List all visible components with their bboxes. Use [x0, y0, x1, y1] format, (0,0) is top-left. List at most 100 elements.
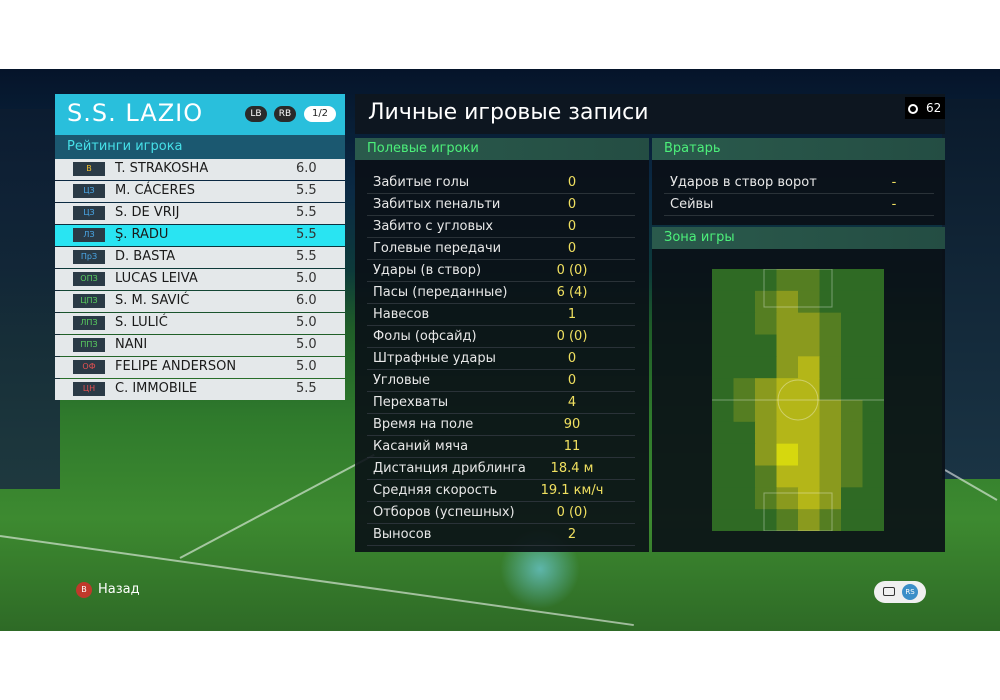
- player-rating: 5.5: [296, 381, 317, 396]
- heatmap-cell: [819, 509, 842, 531]
- center-circle: [777, 379, 819, 421]
- field-stats-list: Забитые голы 0 Забитых пенальти 0 Забито с у…: [367, 172, 635, 546]
- stat-value: 0 (0): [556, 329, 588, 344]
- heatmap-cell: [862, 443, 884, 466]
- heatmap-cell: [776, 269, 799, 292]
- heatmap-cell: [755, 334, 777, 357]
- heatmap-cell: [712, 378, 734, 401]
- heatmap-cell: [819, 400, 842, 423]
- stat-value: 0: [567, 241, 577, 256]
- player-row[interactable]: ЦЗ M. CÁCERES 5.5: [55, 181, 345, 202]
- stat-label: Дистанция дриблинга: [373, 461, 526, 476]
- stat-label: Забитых пенальти: [373, 197, 501, 212]
- player-row[interactable]: ЛЗ Ş. RADU 5.5: [55, 225, 345, 246]
- heatmap-cell: [776, 290, 799, 314]
- heatmap-cell: [776, 400, 799, 423]
- player-row[interactable]: ОФ FELIPE ANDERSON 5.0: [55, 357, 345, 378]
- heatmap-cell: [776, 421, 799, 445]
- stat-value: -: [891, 175, 897, 190]
- stat-label: Время на поле: [373, 417, 474, 432]
- heatmap-cell: [862, 269, 884, 292]
- stat-value: 0: [567, 373, 577, 388]
- player-list: В T. STRAKOSHA 6.0 ЦЗ M. CÁCERES 5.5 ЦЗ S. DE V…: [55, 159, 345, 400]
- player-row[interactable]: ЦПЗ S. M. SAVIĆ 6.0: [55, 291, 345, 312]
- stat-label: Пасы (переданные): [373, 285, 508, 300]
- player-rating: 5.0: [296, 315, 317, 330]
- stat-value: 2: [567, 527, 577, 542]
- heatmap-cell: [776, 443, 799, 466]
- heatmap-cell: [798, 509, 820, 531]
- stat-label: Штрафные удары: [373, 351, 496, 366]
- player-rating: 5.5: [296, 183, 317, 198]
- rb-button[interactable]: RB: [274, 106, 296, 122]
- heatmap-cell: [712, 356, 734, 379]
- player-row[interactable]: ЦН C. IMMOBILE 5.5: [55, 379, 345, 400]
- player-rating: 5.5: [296, 227, 317, 242]
- stat-row: Пасы (переданные) 6 (4): [367, 282, 635, 304]
- heatmap-cell: [798, 443, 820, 466]
- heatmap-cell: [819, 378, 842, 401]
- player-row[interactable]: ЦЗ S. DE VRIJ 5.5: [55, 203, 345, 224]
- player-row[interactable]: ППЗ NANI 5.0: [55, 335, 345, 356]
- heatmap-cell: [841, 509, 863, 531]
- ratings-title: Рейтинги игрока: [55, 135, 345, 159]
- heatmap-cell: [733, 269, 756, 292]
- heatmap-cell: [755, 356, 777, 379]
- player-row[interactable]: ПрЗ D. BASTA 5.5: [55, 247, 345, 268]
- heatmap-cell: [733, 378, 756, 401]
- heatmap-cell: [776, 465, 799, 488]
- player-rating: 6.0: [296, 293, 317, 308]
- player-rating: 5.5: [296, 205, 317, 220]
- heatmap-cell: [733, 356, 756, 379]
- heatmap-cell: [819, 465, 842, 488]
- heatmap-cell: [819, 443, 842, 466]
- heatmap-cell: [862, 509, 884, 531]
- rs-button-icon: RS: [902, 584, 918, 600]
- stat-value: 0: [567, 351, 577, 366]
- heatmap-cell: [841, 290, 863, 314]
- player-name: LUCAS LEIVA: [115, 271, 198, 286]
- heatmap-cell: [755, 421, 777, 445]
- back-hint[interactable]: B Назад: [76, 582, 140, 598]
- player-name: M. CÁCERES: [115, 183, 196, 198]
- player-name: C. IMMOBILE: [115, 381, 198, 396]
- heatmap-cell: [755, 487, 777, 510]
- position-badge: ЦН: [73, 382, 105, 396]
- stat-row: Голевые передачи 0: [367, 238, 635, 260]
- page-indicator: 1/2: [304, 106, 336, 122]
- player-name: Ş. RADU: [115, 227, 169, 242]
- heatmap-cell: [862, 400, 884, 423]
- heatmap-cell: [755, 290, 777, 314]
- heatmap-cell: [733, 334, 756, 357]
- stat-label: Средняя скорость: [373, 483, 498, 498]
- stat-value: 19.1 км/ч: [540, 483, 604, 498]
- player-row[interactable]: ЛПЗ S. LULIĆ 5.0: [55, 313, 345, 334]
- heatmap-cell: [798, 378, 820, 401]
- stat-label: Навесов: [373, 307, 430, 322]
- heatmap-cell: [819, 269, 842, 292]
- stat-row: Средняя скорость 19.1 км/ч: [367, 480, 635, 502]
- heatmap-cell: [733, 400, 756, 423]
- lb-button[interactable]: LB: [245, 106, 267, 122]
- stat-value: 1: [567, 307, 577, 322]
- heatmap-cell: [841, 443, 863, 466]
- stat-row: Забитые голы 0: [367, 172, 635, 194]
- penalty-box-top: [763, 269, 833, 308]
- player-row[interactable]: ОПЗ LUCAS LEIVA 5.0: [55, 269, 345, 290]
- game-screen: S.S. LAZIO LB RB 1/2 Рейтинги игрока В T.…: [0, 69, 1000, 631]
- heatmap-cell: [841, 400, 863, 423]
- heatmap-cell: [841, 312, 863, 335]
- player-name: S. DE VRIJ: [115, 205, 180, 220]
- heatmap-cell: [712, 312, 734, 335]
- heatmap-cell: [755, 312, 777, 335]
- player-rating: 5.0: [296, 271, 317, 286]
- heatmap-cell: [841, 356, 863, 379]
- goalkeeper-header: Вратарь: [652, 138, 945, 160]
- position-badge: ЦПЗ: [73, 294, 105, 308]
- page-title: Личные игровые записи: [368, 100, 649, 125]
- player-row[interactable]: В T. STRAKOSHA 6.0: [55, 159, 345, 180]
- rs-hint[interactable]: RS: [874, 581, 926, 603]
- stat-label: Касаний мяча: [373, 439, 469, 454]
- position-badge: ЦЗ: [73, 206, 105, 220]
- heatmap-cell: [712, 400, 734, 423]
